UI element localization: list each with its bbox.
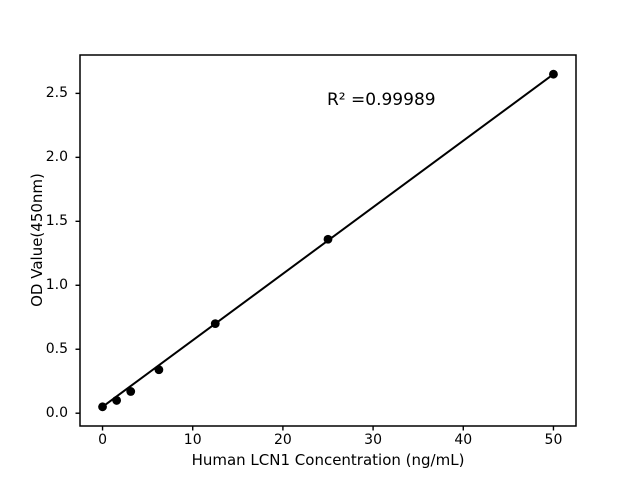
x-tick-label: 0 [98,432,107,448]
x-tick-label: 40 [454,432,473,448]
x-tick-label: 50 [544,432,563,448]
y-tick-label: 0.0 [45,404,68,421]
r-squared-annotation: R² =0.99989 [327,90,436,110]
x-tick-label: 10 [183,432,202,448]
plot-border [79,54,577,427]
data-point [98,402,107,412]
y-tick-label: 2.5 [45,84,68,101]
y-tick-label: 0.5 [45,340,68,357]
data-point [549,69,558,79]
x-tick-label: 20 [273,432,292,448]
y-tick-label: 1.5 [45,212,68,229]
data-point [126,387,136,396]
data-point [154,365,164,375]
plot-area [75,54,577,431]
x-axis-label: Human LCN1 Concentration (ng/mL) [191,451,465,469]
data-point [210,319,220,329]
x-tick-label: 30 [364,432,382,448]
data-point [323,234,333,244]
y-tick-label: 2.0 [45,148,68,165]
y-tick-label: 1.0 [45,276,68,293]
data-point [112,396,122,405]
